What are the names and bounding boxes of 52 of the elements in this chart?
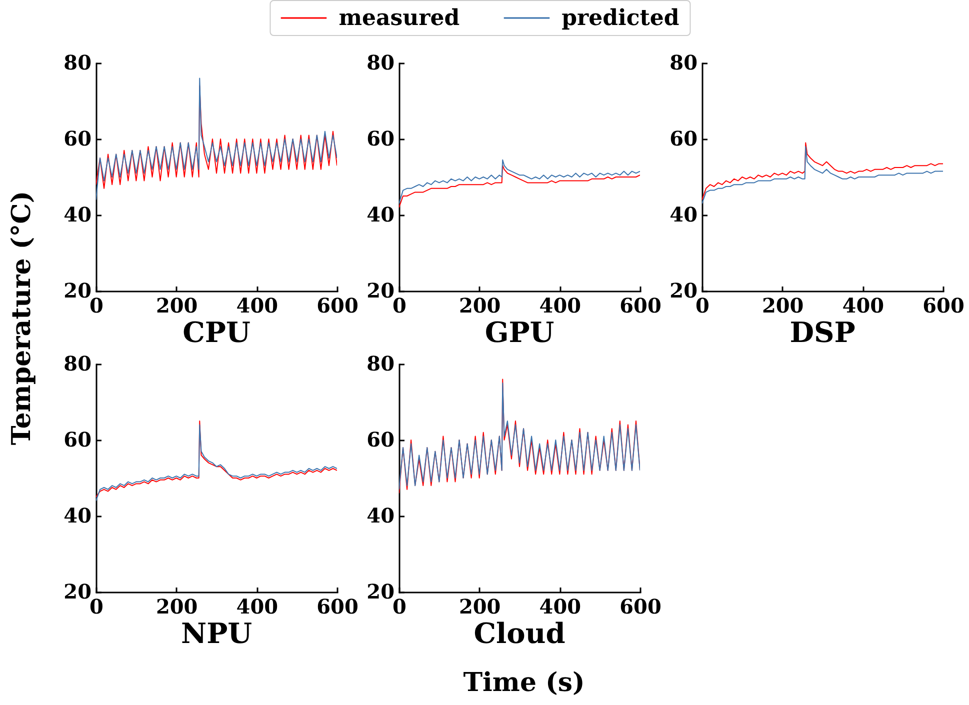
text: CPU <box>182 316 250 349</box>
y-tick-label: 40 <box>366 504 394 528</box>
x-tick-label: 400 <box>539 594 582 618</box>
y-tick-label: 20 <box>366 580 394 604</box>
text: DSP <box>790 316 856 349</box>
x-tick-label: 600 <box>620 594 662 618</box>
y-tick-label: 80 <box>64 50 92 74</box>
x-tick-label: 400 <box>842 294 884 318</box>
y-tick-label: 20 <box>366 278 394 302</box>
x-tick-label: 400 <box>236 294 278 318</box>
text: Cloud <box>474 617 566 650</box>
line-series <box>96 78 337 200</box>
x-tick-label: 0 <box>90 594 104 618</box>
y-tick-label: 60 <box>670 126 698 150</box>
line-series <box>399 159 640 204</box>
x-tick-label: 200 <box>156 294 198 318</box>
y-tick-label: 80 <box>366 352 394 376</box>
y-tick-label: 40 <box>64 202 92 226</box>
x-tick-label: 600 <box>922 294 964 318</box>
x-tick-label: 600 <box>620 294 662 318</box>
x-tick-label: 200 <box>762 294 804 318</box>
x-tick-label: 200 <box>458 294 501 318</box>
x-tick-label: 600 <box>316 294 358 318</box>
x-tick-label: 200 <box>458 594 501 618</box>
y-tick-label: 80 <box>670 50 698 74</box>
x-tick-label: 0 <box>392 294 406 318</box>
y-tick-label: 60 <box>64 428 92 452</box>
x-tick-label: 400 <box>539 294 582 318</box>
x-axis-title: Time (s) <box>463 668 585 698</box>
x-tick-label: 0 <box>696 294 710 318</box>
x-tick-label: 200 <box>156 594 198 618</box>
y-tick-label: 40 <box>670 202 698 226</box>
y-tick-label: 60 <box>366 428 394 452</box>
y-tick-label: 80 <box>64 352 92 376</box>
y-tick-label: 60 <box>64 126 92 150</box>
x-tick-label: 0 <box>90 294 104 318</box>
x-tick-label: 400 <box>236 594 278 618</box>
text: NPU <box>180 617 252 650</box>
legend-label: predicted <box>562 5 680 31</box>
x-tick-label: 0 <box>392 594 406 618</box>
legend-label: measured <box>338 5 460 31</box>
y-tick-label: 80 <box>366 50 394 74</box>
y-tick-label: 20 <box>64 580 92 604</box>
y-tick-label: 40 <box>366 202 394 226</box>
text: GPU <box>484 316 554 349</box>
y-tick-label: 20 <box>64 278 92 302</box>
y-tick-label: 40 <box>64 504 92 528</box>
line-series <box>399 165 640 208</box>
y-tick-label: 20 <box>670 278 698 302</box>
y-tick-label: 60 <box>366 126 394 150</box>
y-axis-title: Temperature (°C) <box>7 190 37 446</box>
x-tick-label: 600 <box>316 594 358 618</box>
